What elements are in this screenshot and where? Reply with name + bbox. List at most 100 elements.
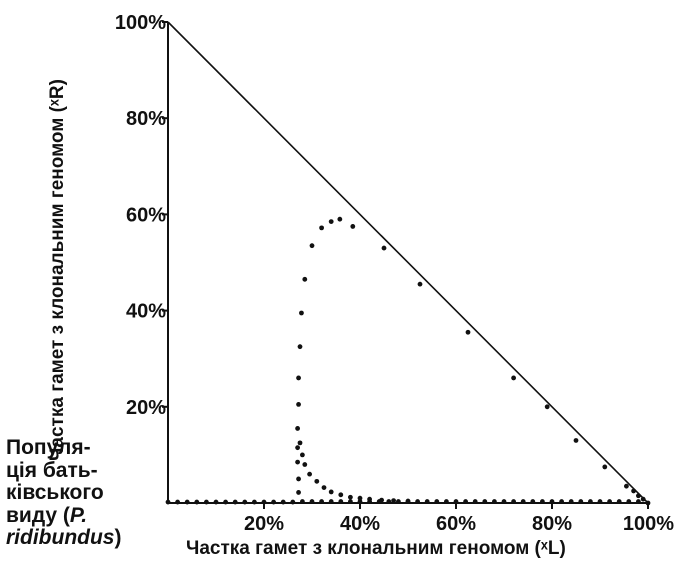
data-point [367,496,372,502]
data-point [348,494,353,500]
data-point [636,493,641,499]
data-point [482,499,488,504]
data-point [624,483,629,489]
data-point [204,499,209,505]
x-tick-label: 60% [436,513,476,535]
data-point [424,499,430,504]
data-point [645,500,651,506]
data-point [386,499,392,504]
data-point [434,499,440,504]
data-point [511,499,516,504]
data-point [472,499,478,504]
data-point [319,225,324,231]
data-point [271,499,276,505]
data-point [296,401,301,407]
data-point [297,344,303,350]
data-point [252,499,257,505]
data-point [302,462,308,467]
population-label-line: ція бать- [6,458,98,482]
x-axis-title: Частка гамет з клональним геномом (ˣL) [186,538,566,559]
data-point [379,497,384,503]
data-point [544,404,550,410]
data-point [299,310,304,316]
data-point [314,478,320,484]
data-point [444,499,449,504]
data-point [295,445,300,451]
y-tick-label: 100% [115,12,166,34]
data-point [588,499,593,504]
data-point [559,499,564,504]
data-point [396,499,401,504]
axes [167,21,649,504]
data-point [319,499,324,504]
data-point [261,499,267,505]
data-point [194,499,200,505]
data-point [232,499,238,505]
data-point [626,499,632,504]
data-point [417,281,423,287]
data-point [616,499,622,504]
data-point [213,499,219,505]
data-point [415,499,420,504]
data-point [348,499,353,504]
data-point [357,495,363,501]
data-point [530,499,536,504]
y-tick-label: 40% [126,301,166,323]
population-label-line: Популя- [6,436,91,459]
data-point [357,499,363,504]
y-tick-label: 80% [126,108,166,130]
data-point [540,499,545,504]
y-tick-label: 60% [126,204,166,226]
x-tick-label: 20% [244,513,284,535]
y-axis-ticks: 20% 40% 60% 80% 100% [115,12,168,419]
data-point [602,464,608,470]
data-point [328,499,334,504]
data-point [296,476,301,482]
data-point [337,216,343,222]
data-point [302,276,308,282]
data-point [175,499,181,505]
data-point [568,499,574,504]
data-point [607,499,612,504]
data-point [636,499,641,504]
data-point [290,499,296,505]
x-tick-label: 40% [340,513,380,535]
data-point [165,499,171,505]
y-axis-title: Частка гамет з клональним геномом (ˣR) [47,79,68,461]
data-point [242,499,248,505]
data-points [165,216,651,506]
data-point [573,438,579,443]
data-point [297,440,303,446]
data-point [300,499,305,504]
data-point [300,452,305,458]
x-axis-ticks: 20% 40% 60% 80% 100% [244,503,674,535]
data-point [309,499,315,504]
data-point [184,499,190,505]
data-point [307,471,312,477]
data-point [295,459,300,465]
data-point [463,499,468,504]
population-label-line: ridibundus) [6,526,122,549]
data-point [465,329,471,335]
parental-population-label: Популя- ція бать- ківського виду (P. rid… [6,436,166,550]
data-point [309,243,315,249]
population-label-line: виду (P. [6,503,88,527]
data-point [597,499,603,504]
data-point [381,245,387,251]
data-point [640,496,646,502]
data-point [520,499,526,504]
x-tick-label: 80% [532,513,572,535]
data-point [549,499,555,504]
data-point [328,219,334,225]
data-point [321,485,327,491]
population-label-line: ківського [6,481,104,504]
data-point [295,426,300,431]
data-point [578,499,584,504]
x-tick-label: 100% [623,513,674,535]
data-point [492,499,497,504]
data-point [501,499,507,504]
data-point [631,488,636,494]
data-point [296,375,301,381]
data-point [296,490,301,495]
